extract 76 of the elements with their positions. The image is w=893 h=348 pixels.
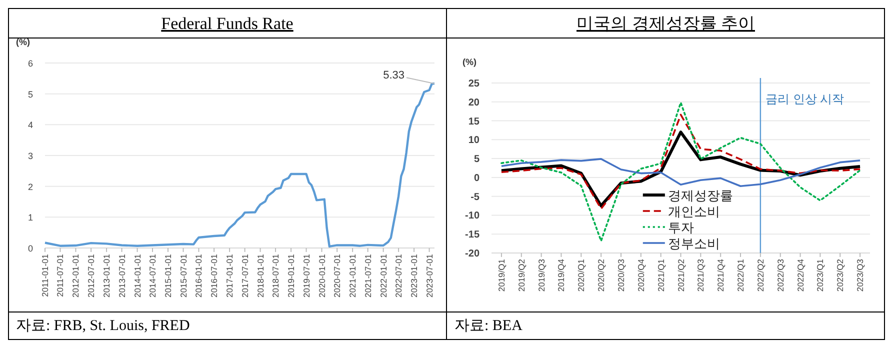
x-tick-label: 2013-01-01: [102, 254, 112, 298]
x-tick-label: 2019/Q3: [536, 258, 546, 292]
x-tick-label: 2020/Q3: [616, 258, 626, 292]
x-tick-label: 2023-01-01: [409, 254, 420, 298]
x-tick-label: 2019/Q2: [516, 258, 526, 292]
x-tick-label: 2021/Q4: [716, 258, 726, 292]
x-tick-label: 2015-01-01: [163, 254, 174, 298]
x-tick-label: 2022/Q2: [755, 258, 766, 292]
x-tick-label: 2020/Q2: [596, 258, 606, 292]
x-tick-label: 2023/Q1: [815, 258, 826, 292]
legend-label: 투자: [668, 220, 694, 235]
line-series: [500, 158, 861, 188]
x-tick-label: 2014-07-01: [148, 254, 158, 298]
y-tick-label: 1: [28, 212, 33, 223]
y-tick-label: 2: [28, 182, 33, 192]
line-series: [44, 82, 436, 248]
text: 자료: BEA: [454, 318, 523, 334]
y-tick-label: 25: [468, 78, 480, 90]
x-tick-label: 2019/Q1: [496, 258, 506, 292]
x-tick-label: 2015-07-01: [178, 254, 188, 298]
text: 자료: FRB, St. Louis, FRED: [16, 318, 190, 334]
x-tick-label: 2018-01-01: [255, 254, 266, 298]
x-tick-label: 2017-07-01: [240, 254, 250, 298]
y-tick-label: -10: [465, 210, 480, 222]
x-tick-label: 2012-07-01: [86, 254, 96, 298]
x-tick-label: 2022/Q1: [736, 258, 746, 292]
x-tick-label: 2016-07-01: [209, 254, 220, 298]
x-tick-label: 2021/Q3: [696, 258, 706, 292]
legend-label: 정부소비: [668, 236, 720, 251]
x-tick-label: 2023/Q3: [855, 258, 866, 292]
ref-line-label: 금리 인상 시작: [765, 92, 844, 106]
y-tick-label: 3: [28, 151, 33, 161]
x-tick-label: 2021/Q2: [676, 258, 686, 292]
x-tick-label: 2019-01-01: [286, 254, 296, 298]
x-tick-label: 2023/Q2: [835, 258, 846, 292]
x-tick-label: 2022-07-01: [394, 254, 404, 298]
x-tick-label: 2018-07-01: [270, 254, 281, 298]
x-tick-label: 2022/Q4: [795, 258, 806, 292]
y-tick-label: -15: [465, 230, 480, 241]
y-tick-label: 20: [468, 97, 480, 108]
x-tick-label: 2012-01-01: [70, 254, 81, 298]
y-tick-label: -5: [470, 192, 480, 203]
y-tick-label: -20: [465, 248, 480, 260]
x-tick-label: 2020/Q4: [636, 258, 646, 292]
x-tick-label: 2023-07-01: [424, 254, 434, 298]
x-tick-label: 2013-07-01: [116, 254, 127, 298]
x-tick-label: 2021-07-01: [362, 254, 373, 298]
x-tick-label: 2022/Q3: [775, 258, 786, 292]
x-tick-label: 2011-07-01: [55, 254, 66, 297]
x-tick-label: 2020/Q1: [576, 258, 586, 292]
x-tick-label: 2021-01-01: [348, 254, 358, 298]
y-tick-label: 5: [28, 89, 33, 100]
y-axis-title: (%): [462, 57, 476, 67]
x-tick-label: 2014-01-01: [132, 254, 142, 298]
x-tick-label: 2019/Q4: [556, 258, 566, 292]
x-tick-label: 2016-01-01: [194, 254, 204, 298]
y-axis-title: (%): [16, 37, 30, 47]
x-tick-label: 2020-07-01: [332, 254, 342, 298]
legend-label: 개인소비: [668, 204, 720, 219]
y-tick-label: 15: [468, 116, 480, 128]
legend-label: 경제성장률: [668, 188, 733, 203]
x-tick-label: 2022-01-01: [378, 254, 388, 298]
y-tick-label: 0: [474, 172, 480, 184]
x-tick-label: 2019-07-01: [301, 254, 312, 298]
x-tick-label: 2021/Q1: [656, 258, 666, 292]
y-tick-label: 10: [468, 135, 480, 146]
chart-title: 미국의 경제성장률 추이: [576, 14, 755, 33]
annotation: 5.33: [383, 70, 404, 82]
y-tick-label: 4: [28, 120, 33, 130]
y-tick-label: 5: [474, 154, 480, 166]
x-tick-label: 2017-01-01: [224, 254, 235, 298]
y-tick-label: 0: [28, 244, 33, 254]
x-tick-label: 2011-01-01: [40, 254, 50, 297]
y-tick-label: 6: [28, 58, 33, 68]
chart-title: Federal Funds Rate: [161, 14, 294, 33]
x-tick-label: 2020-01-01: [316, 254, 327, 298]
